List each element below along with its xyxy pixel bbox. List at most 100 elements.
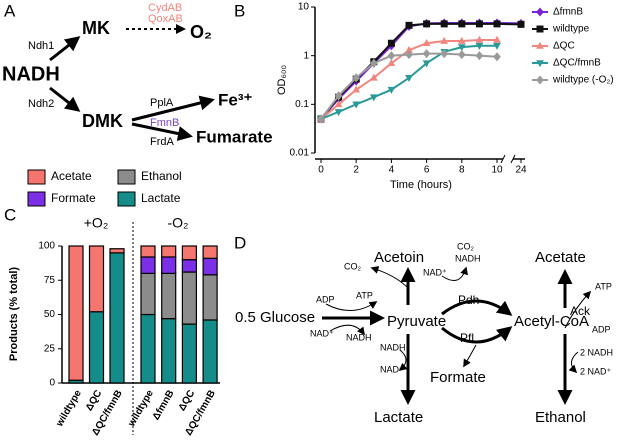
y-axis-label: OD₆₀₀ xyxy=(276,65,288,95)
arrow xyxy=(398,349,408,372)
x-tick-label: 10 xyxy=(491,165,503,176)
y-tick-label: 0.1 xyxy=(295,99,309,110)
data-point xyxy=(457,36,466,44)
data-point xyxy=(475,20,483,28)
data-point xyxy=(369,58,378,68)
x-tick-label: 4 xyxy=(389,165,395,176)
legend-swatch xyxy=(27,169,46,185)
data-point xyxy=(440,20,448,28)
data-point xyxy=(369,94,378,102)
legend-label: wildtype xyxy=(552,24,590,35)
bar-segment xyxy=(88,311,105,384)
y-tick-label: 25 xyxy=(44,343,56,354)
arrow xyxy=(49,86,81,112)
arrow xyxy=(568,351,579,374)
panel-label: D xyxy=(234,233,246,252)
cofactor: NADH xyxy=(346,332,372,342)
enzyme: Ndh1 xyxy=(28,40,54,52)
data-point xyxy=(352,85,361,93)
arrow xyxy=(463,344,477,368)
bar-segment xyxy=(181,323,197,384)
legend-label: ΔQC xyxy=(553,41,575,52)
data-point xyxy=(493,42,501,50)
arrow xyxy=(564,290,592,329)
legend-label: wildtype (-O₂) xyxy=(552,75,614,86)
data-point xyxy=(423,20,431,28)
data-point xyxy=(422,39,431,47)
y-tick-label: 50 xyxy=(44,309,56,320)
legend-label: Ethanol xyxy=(141,169,182,183)
legend-label: Formate xyxy=(51,191,96,205)
data-point xyxy=(405,75,413,83)
bar-segment xyxy=(181,245,197,261)
node: Lactate xyxy=(374,409,423,426)
cofactor: NADH xyxy=(380,342,406,352)
node: Fe³⁺ xyxy=(218,90,253,109)
bar-segment xyxy=(161,256,177,274)
cofactor: ADP xyxy=(316,294,335,304)
panel-label: B xyxy=(234,1,245,20)
legend-label: Lactate xyxy=(141,191,181,205)
node: Acetyl-CoA xyxy=(514,313,589,330)
legend-label: ΔQC/fmnB xyxy=(553,58,601,69)
legend-label: ΔfmnB xyxy=(553,7,583,18)
arrow xyxy=(131,95,215,122)
node: Fumarate xyxy=(196,127,273,146)
bar-segment xyxy=(161,318,177,384)
data-point xyxy=(458,20,466,28)
y-tick-label: 10 xyxy=(298,2,310,13)
enzyme: CydAB xyxy=(148,2,182,14)
enzyme: FrdA xyxy=(150,136,175,148)
y-axis-label: Products (% total) xyxy=(8,267,20,361)
bar-segment xyxy=(68,245,84,381)
data-point xyxy=(387,51,396,61)
x-tick-label: 2 xyxy=(353,165,359,176)
data-point xyxy=(369,73,378,81)
bar-segment xyxy=(181,271,197,325)
data-point xyxy=(475,35,484,43)
node: O₂ xyxy=(190,22,212,42)
data-point xyxy=(475,42,484,50)
arrow xyxy=(441,326,513,344)
axis-break xyxy=(510,154,516,164)
arrow xyxy=(441,266,468,281)
cofactor: CO₂ xyxy=(457,241,475,251)
legend-swatch xyxy=(117,169,136,185)
enzyme: QoxAB xyxy=(148,13,183,25)
cofactor: NADH xyxy=(455,253,481,263)
bar-segment xyxy=(181,259,197,273)
arrow xyxy=(441,299,513,316)
data-point xyxy=(457,44,466,52)
bar-segment xyxy=(109,252,125,384)
data-point xyxy=(457,50,466,60)
arrow xyxy=(49,36,81,62)
bar-segment xyxy=(161,272,177,320)
diagram-d: 0.5 Glucose Pyruvate Acetyl-CoA Acetoin … xyxy=(235,241,613,426)
cofactor: ATP xyxy=(595,281,612,291)
cofactor: NAD⁺ xyxy=(423,267,447,277)
cofactor: CO₂ xyxy=(344,261,362,271)
cofactor: 2 NAD⁺ xyxy=(580,366,612,376)
data-point xyxy=(422,60,431,68)
node: Formate xyxy=(430,369,486,386)
node: Acetate xyxy=(535,249,586,266)
annotation: +O₂ xyxy=(84,215,109,231)
axis-break xyxy=(500,154,506,164)
panel-label: A xyxy=(4,1,16,20)
node: Ethanol xyxy=(535,409,586,426)
enzyme: PplA xyxy=(150,97,174,109)
data-point xyxy=(387,39,395,47)
data-point xyxy=(493,52,501,62)
bar-segment xyxy=(140,245,156,258)
x-tick-label: wildtype xyxy=(126,388,156,429)
bar-segment xyxy=(202,257,218,276)
data-point xyxy=(440,49,449,59)
cofactor: ADP xyxy=(592,324,611,334)
data-point xyxy=(422,49,431,59)
x-tick-label: 24 xyxy=(515,165,527,176)
panel-label: C xyxy=(4,205,16,224)
cofactor: 2 NADH xyxy=(580,347,613,357)
legend-swatch xyxy=(27,191,46,207)
cofactor: ATP xyxy=(356,290,373,300)
